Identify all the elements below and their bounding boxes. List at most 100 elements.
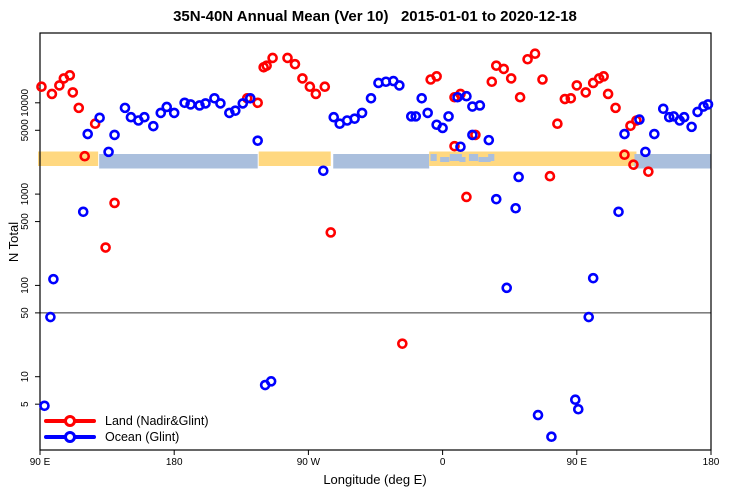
data-point-ocean <box>678 111 690 123</box>
data-point-ocean <box>252 135 264 146</box>
x-tick-label: 90 E <box>567 457 588 468</box>
surface-band-mixed-speckle <box>468 154 479 161</box>
data-point-land <box>643 166 654 177</box>
data-point-ocean <box>467 129 478 141</box>
data-point-ocean <box>77 206 89 218</box>
data-point-ocean <box>161 101 173 113</box>
data-point-land <box>73 102 85 114</box>
legend: Land (Nadir&Glint) Ocean (Glint) <box>44 413 209 445</box>
data-point-ocean <box>82 128 94 140</box>
data-point-land <box>252 97 264 109</box>
data-point-land <box>325 227 337 238</box>
y-tick-label: 10 <box>20 371 31 383</box>
chart-title: 35N-40N Annual Mean (Ver 10) 2015-01-01 … <box>173 8 577 25</box>
data-point-ocean <box>455 141 466 153</box>
data-point-ocean <box>513 171 524 183</box>
data-point-ocean <box>619 128 630 140</box>
surface-band-mixed-speckle <box>430 154 437 161</box>
data-point-ocean <box>237 98 249 109</box>
surface-band-mixed-speckle <box>459 157 466 162</box>
data-point-land <box>461 191 472 203</box>
x-tick-label: 180 <box>166 457 183 468</box>
data-point-ocean <box>422 107 433 119</box>
data-point-land <box>544 170 556 182</box>
data-point-ocean <box>48 273 59 285</box>
data-point-ocean <box>474 100 486 111</box>
ocean-series-swatch <box>44 431 96 443</box>
data-point-ocean <box>394 80 405 91</box>
data-point-ocean <box>613 206 624 218</box>
x-tick-label: 90 W <box>297 457 321 468</box>
data-point-ocean <box>265 376 277 387</box>
data-point-land <box>54 80 65 91</box>
data-point-land <box>580 87 592 98</box>
data-point-ocean <box>349 113 360 124</box>
legend-label-ocean: Ocean (Glint) <box>105 430 180 444</box>
surface-band-ocean <box>634 154 711 169</box>
data-point-land <box>267 52 278 64</box>
data-point-ocean <box>572 403 584 415</box>
data-point-ocean <box>501 282 513 294</box>
surface-band-mixed-speckle <box>449 154 462 161</box>
surface-band-ocean <box>333 154 430 169</box>
data-point-ocean <box>405 111 417 122</box>
data-point-ocean <box>109 129 120 141</box>
data-point-land <box>289 58 301 70</box>
y-tick-label: 5000 <box>20 119 31 142</box>
data-point-ocean <box>45 311 56 323</box>
data-point-land <box>310 88 322 100</box>
surface-band-mixed-speckle <box>488 154 495 161</box>
land-series-swatch <box>44 415 96 427</box>
data-point-ocean <box>318 165 329 177</box>
data-point-ocean <box>702 99 714 110</box>
data-point-ocean <box>443 111 454 122</box>
x-tick-label: 0 <box>440 457 446 468</box>
data-point-ocean <box>410 111 422 122</box>
data-point-land <box>610 102 621 114</box>
data-point-land <box>36 81 47 93</box>
data-point-land <box>559 93 571 105</box>
data-point-land <box>628 159 639 170</box>
plot-border <box>39 32 712 451</box>
data-point-land <box>522 53 533 65</box>
x-tick-label: 90 E <box>30 457 51 468</box>
data-point-ocean <box>483 134 495 146</box>
data-point-ocean <box>583 311 595 323</box>
data-point-land <box>602 88 614 100</box>
data-point-land <box>67 87 79 98</box>
data-point-ocean <box>168 107 180 119</box>
data-point-ocean <box>532 409 544 421</box>
data-point-land <box>100 242 111 253</box>
data-point-land <box>109 197 120 209</box>
data-point-ocean <box>686 121 697 133</box>
data-point-land <box>514 91 526 103</box>
y-tick-label: 1000 <box>20 183 31 206</box>
ocean-marker-icon <box>64 431 76 443</box>
data-point-ocean <box>194 100 205 111</box>
data-point-land <box>261 60 272 71</box>
data-point-land <box>598 71 609 82</box>
data-point-ocean <box>39 400 50 412</box>
y-tick-label: 50 <box>20 307 31 319</box>
data-point-ocean <box>634 114 645 125</box>
x-axis-label: Longitude (deg E) <box>323 472 427 487</box>
data-point-ocean <box>244 93 256 104</box>
data-point-ocean <box>328 111 340 123</box>
data-point-land <box>397 338 408 349</box>
data-point-land <box>619 149 630 161</box>
data-point-ocean <box>510 202 521 214</box>
data-point-ocean <box>94 112 105 124</box>
legend-item-land: Land (Nadir&Glint) <box>44 413 209 429</box>
data-point-land <box>537 74 548 85</box>
data-point-ocean <box>179 97 190 109</box>
data-point-ocean <box>692 106 703 118</box>
data-point-land <box>571 80 583 91</box>
data-point-ocean <box>587 272 599 284</box>
data-point-land <box>486 76 498 88</box>
data-point-ocean <box>570 394 581 405</box>
data-point-ocean <box>490 193 502 205</box>
data-point-land <box>449 140 460 152</box>
data-point-ocean <box>119 102 131 114</box>
surface-band-land <box>38 151 99 166</box>
